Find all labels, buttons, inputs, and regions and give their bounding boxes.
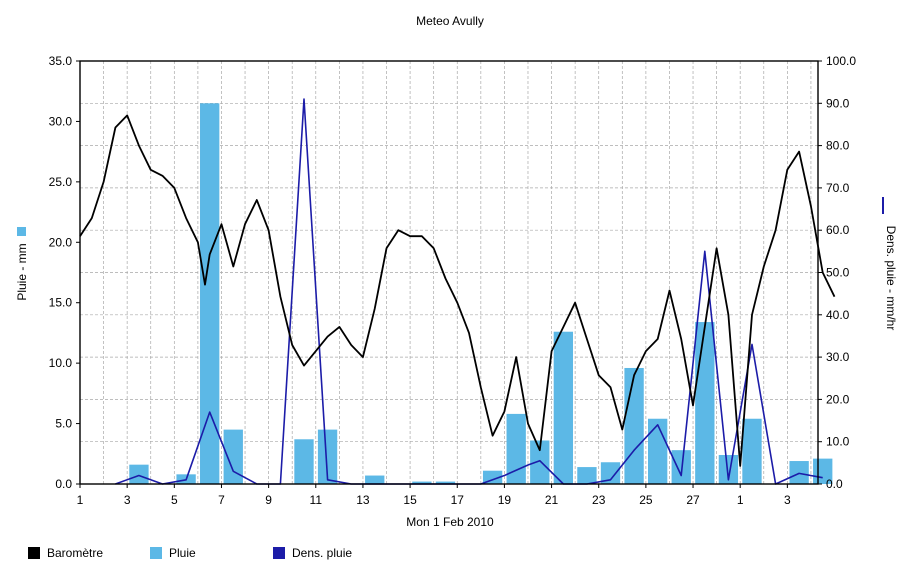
y-left-tick-label: 0.0 — [55, 477, 72, 491]
y-right-tick-label: 90.0 — [826, 96, 850, 110]
x-tick-label: 3 — [124, 493, 131, 507]
bar-pluie — [294, 439, 314, 484]
y-left-tick-label: 5.0 — [55, 417, 72, 431]
y-left-tick-label: 25.0 — [49, 175, 73, 189]
y-left-tick-label: 20.0 — [49, 235, 73, 249]
bar-pluie — [789, 461, 809, 484]
x-tick-label: 23 — [592, 493, 606, 507]
bar-pluie — [671, 450, 691, 484]
x-tick-label: 19 — [498, 493, 512, 507]
bar-pluie — [129, 464, 149, 484]
x-tick-label: 17 — [451, 493, 465, 507]
y-right-tick-label: 0.0 — [826, 477, 843, 491]
x-tick-label: 5 — [171, 493, 178, 507]
legend-swatch-barometre — [28, 547, 40, 559]
legend-label-barometre: Baromètre — [47, 546, 104, 560]
legend-pluie: Pluie — [150, 546, 196, 560]
bar-pluie — [506, 413, 526, 484]
legend-swatch-pluie — [150, 547, 162, 559]
y-right-tick-label: 30.0 — [826, 350, 850, 364]
y-right-tick-label: 40.0 — [826, 308, 850, 322]
y-right-tick-label: 60.0 — [826, 223, 850, 237]
bar-pluie — [577, 467, 597, 484]
bar-pluie — [317, 429, 338, 484]
x-tick-label: 9 — [265, 493, 272, 507]
legend-label-dens-pluie: Dens. pluie — [292, 546, 353, 560]
y-right-tick-label: 10.0 — [826, 435, 850, 449]
legend-label-pluie: Pluie — [169, 546, 196, 560]
x-tick-label: 1 — [737, 493, 744, 507]
x-tick-label: 1 — [77, 493, 84, 507]
x-tick-label: 25 — [639, 493, 653, 507]
y-left-tick-label: 35.0 — [49, 54, 73, 68]
bar-pluie — [624, 367, 644, 484]
tick-labels: 0.0 5.0 10.0 15.0 20.0 25.0 30.0 35.0 0.0 10.0 20.… — [49, 54, 857, 507]
bar-pluie — [648, 418, 668, 484]
x-tick-label: 13 — [356, 493, 370, 507]
y-axis-left-label: Pluie - mm — [15, 243, 29, 300]
bar-pluie — [412, 481, 432, 484]
bar-pluie — [553, 331, 574, 484]
gridlines — [80, 61, 818, 484]
axes — [76, 60, 822, 488]
x-tick-label: 15 — [403, 493, 417, 507]
bar-pluie — [695, 322, 715, 484]
y-right-tick-label: 100.0 — [826, 54, 856, 68]
y-right-tick-label: 70.0 — [826, 181, 850, 195]
bar-pluie — [365, 475, 385, 484]
y-axis-left-swatch — [17, 227, 26, 236]
x-tick-label: 11 — [310, 493, 323, 507]
y-axis-right-label: Dens. pluie - mm/hr — [884, 226, 898, 331]
x-tick-label: 27 — [686, 493, 700, 507]
bar-pluie — [530, 440, 550, 484]
y-left-tick-label: 30.0 — [49, 114, 73, 128]
legend-swatch-dens-pluie — [273, 547, 285, 559]
x-tick-label: 7 — [218, 493, 225, 507]
bar-pluie — [223, 429, 243, 484]
y-right-tick-label: 50.0 — [826, 266, 850, 280]
legend-dens-pluie: Dens. pluie — [273, 546, 352, 560]
bar-pluie — [718, 454, 739, 484]
bar-pluie — [435, 481, 456, 484]
rain-bars — [129, 103, 833, 485]
chart-title: Meteo Avully — [416, 14, 484, 28]
y-left-tick-label: 15.0 — [49, 296, 73, 310]
y-right-tick-label: 80.0 — [826, 139, 850, 153]
series-line-barometre — [79, 114, 836, 467]
y-right-tick-label: 20.0 — [826, 392, 850, 406]
y-left-tick-label: 10.0 — [49, 356, 73, 370]
bar-pluie — [600, 462, 621, 484]
x-tick-label: 21 — [545, 493, 559, 507]
bar-pluie — [742, 418, 762, 484]
x-axis-label: Mon 1 Feb 2010 — [406, 515, 494, 529]
x-tick-label: 3 — [784, 493, 791, 507]
bar-pluie — [200, 103, 220, 485]
legend-barometre: Baromètre — [28, 546, 103, 560]
